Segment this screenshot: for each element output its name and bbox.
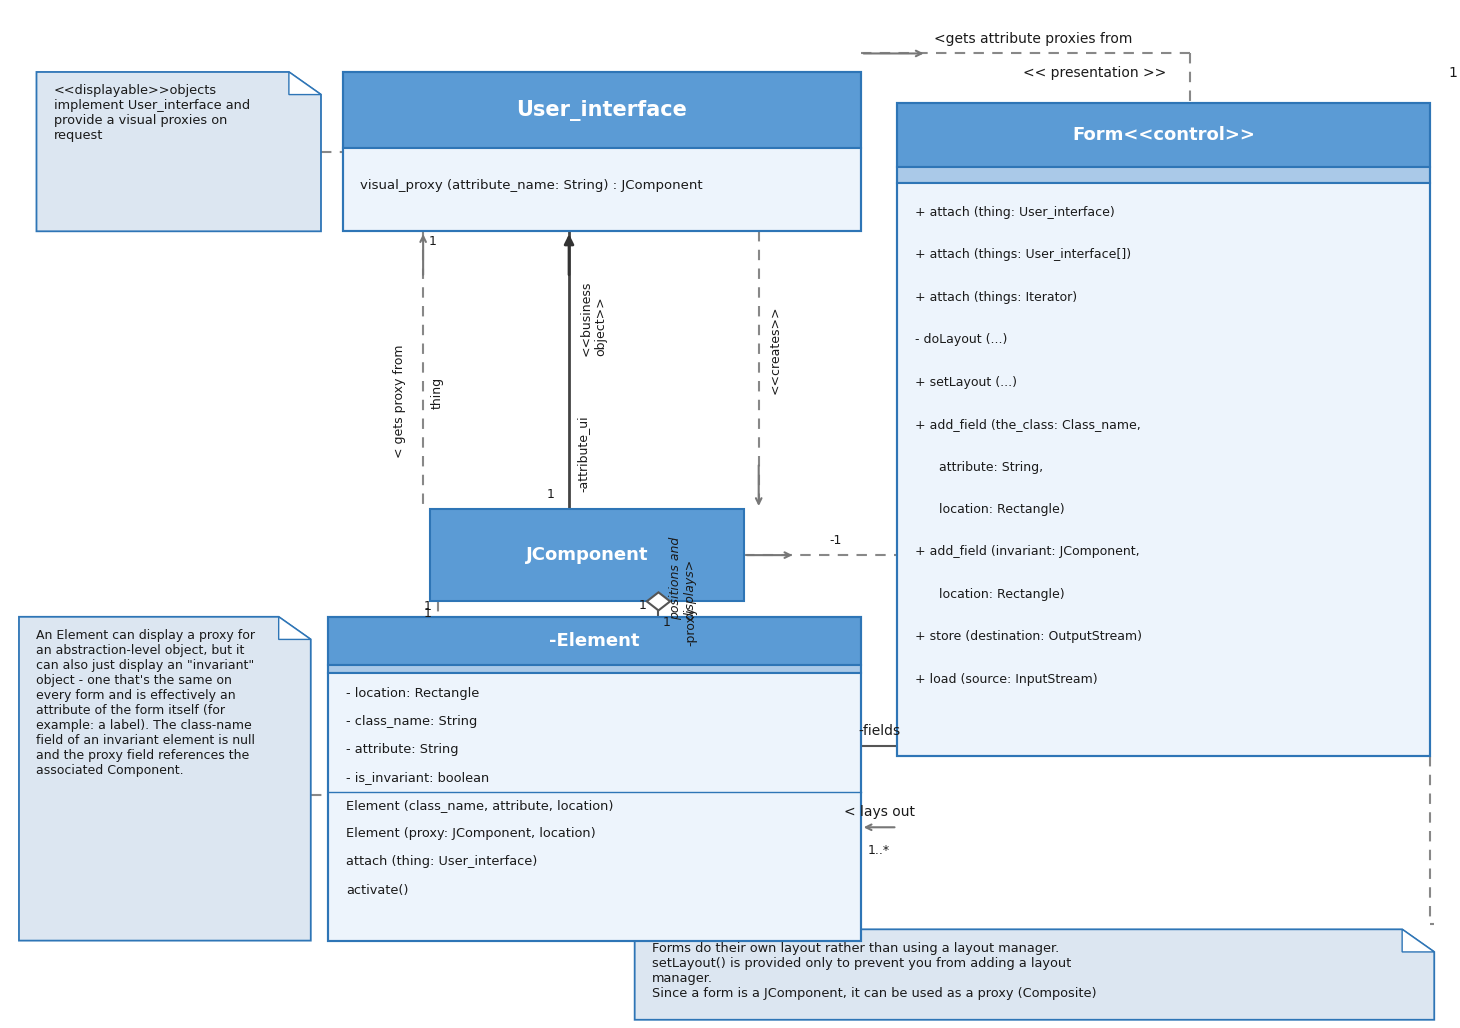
Text: + add_field (the_class: Class_name,: + add_field (the_class: Class_name, bbox=[915, 418, 1140, 431]
Polygon shape bbox=[279, 617, 311, 639]
Text: 1: 1 bbox=[429, 235, 437, 249]
FancyBboxPatch shape bbox=[343, 148, 861, 231]
Text: Form<<control>>: Form<<control>> bbox=[1072, 125, 1256, 144]
Text: visual_proxy (attribute_name: String) : JComponent: visual_proxy (attribute_name: String) : … bbox=[361, 179, 704, 192]
Text: activate(): activate() bbox=[346, 883, 409, 896]
Text: positions and
displays>: positions and displays> bbox=[669, 537, 696, 620]
Text: Forms do their own layout rather than using a layout manager.
setLayout() is pro: Forms do their own layout rather than us… bbox=[653, 942, 1096, 999]
Text: An Element can display a proxy for
an abstraction-level object, but it
can also : An Element can display a proxy for an ab… bbox=[36, 629, 256, 777]
Text: - class_name: String: - class_name: String bbox=[346, 714, 477, 728]
Text: + setLayout (...): + setLayout (...) bbox=[915, 376, 1016, 389]
Text: -Element: -Element bbox=[549, 632, 639, 650]
FancyBboxPatch shape bbox=[328, 665, 861, 673]
Text: User_interface: User_interface bbox=[517, 100, 688, 120]
PathPatch shape bbox=[19, 617, 311, 941]
Text: 1: 1 bbox=[1448, 66, 1457, 80]
FancyBboxPatch shape bbox=[898, 103, 1429, 167]
Text: + attach (things: Iterator): + attach (things: Iterator) bbox=[915, 291, 1077, 304]
Text: - is_invariant: boolean: - is_invariant: boolean bbox=[346, 771, 489, 784]
FancyBboxPatch shape bbox=[431, 509, 745, 601]
Text: + add_field (invariant: JComponent,: + add_field (invariant: JComponent, bbox=[915, 546, 1139, 558]
Text: + load (source: InputStream): + load (source: InputStream) bbox=[915, 672, 1098, 686]
Text: + attach (things: User_interface[]): + attach (things: User_interface[]) bbox=[915, 249, 1132, 261]
PathPatch shape bbox=[635, 929, 1434, 1020]
FancyBboxPatch shape bbox=[898, 183, 1429, 756]
Text: Element (class_name, attribute, location): Element (class_name, attribute, location… bbox=[346, 799, 613, 812]
Text: + store (destination: OutputStream): + store (destination: OutputStream) bbox=[915, 630, 1142, 644]
Text: 1: 1 bbox=[663, 616, 670, 629]
FancyBboxPatch shape bbox=[328, 673, 861, 941]
Text: <<displayable>>objects
implement User_interface and
provide a visual proxies on
: <<displayable>>objects implement User_in… bbox=[54, 84, 250, 142]
Text: < gets proxy from: < gets proxy from bbox=[393, 344, 406, 457]
Text: - attribute: String: - attribute: String bbox=[346, 743, 458, 756]
Polygon shape bbox=[289, 72, 321, 95]
Text: Element (proxy: JComponent, location): Element (proxy: JComponent, location) bbox=[346, 828, 596, 840]
Text: < lays out: < lays out bbox=[844, 805, 914, 819]
FancyBboxPatch shape bbox=[343, 72, 861, 148]
Text: - location: Rectangle: - location: Rectangle bbox=[346, 687, 479, 700]
Text: location: Rectangle): location: Rectangle) bbox=[915, 588, 1064, 601]
Text: -1: -1 bbox=[829, 534, 841, 547]
Text: -proxy: -proxy bbox=[685, 607, 698, 646]
Text: <<creates>>: <<creates>> bbox=[769, 305, 783, 394]
Text: location: Rectangle): location: Rectangle) bbox=[915, 503, 1064, 516]
Text: <<business
object>>: <<business object>> bbox=[580, 281, 607, 357]
Text: <gets attribute proxies from: <gets attribute proxies from bbox=[934, 32, 1132, 46]
Text: JComponent: JComponent bbox=[526, 546, 648, 564]
Text: 1: 1 bbox=[639, 598, 647, 612]
FancyBboxPatch shape bbox=[898, 167, 1429, 183]
Text: attach (thing: User_interface): attach (thing: User_interface) bbox=[346, 855, 537, 869]
Polygon shape bbox=[647, 592, 670, 611]
Text: attribute: String,: attribute: String, bbox=[915, 461, 1042, 474]
FancyBboxPatch shape bbox=[328, 617, 861, 665]
Text: -fields: -fields bbox=[858, 724, 901, 738]
Text: -attribute_ui: -attribute_ui bbox=[577, 415, 590, 492]
Polygon shape bbox=[1402, 929, 1434, 952]
Text: - doLayout (...): - doLayout (...) bbox=[915, 333, 1007, 346]
Text: 1: 1 bbox=[546, 487, 555, 501]
Text: 1: 1 bbox=[423, 599, 432, 613]
Text: thing: thing bbox=[431, 377, 444, 409]
Text: 1..*: 1..* bbox=[869, 844, 891, 856]
Text: + attach (thing: User_interface): + attach (thing: User_interface) bbox=[915, 206, 1114, 219]
PathPatch shape bbox=[36, 72, 321, 231]
Text: 1: 1 bbox=[423, 607, 432, 620]
Text: << presentation >>: << presentation >> bbox=[1023, 66, 1167, 80]
